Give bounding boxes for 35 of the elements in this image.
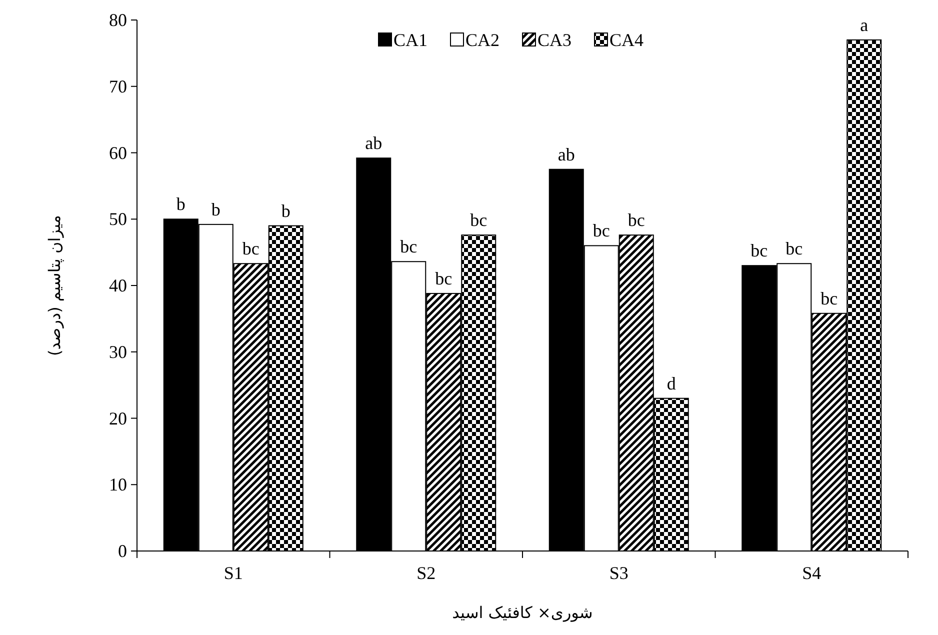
data-label: a bbox=[860, 14, 868, 35]
legend-label: CA1 bbox=[394, 30, 428, 50]
x-tick-label: S1 bbox=[224, 563, 243, 583]
legend-label: CA2 bbox=[466, 30, 500, 50]
data-label: bc bbox=[592, 220, 610, 241]
data-label: b bbox=[211, 199, 220, 220]
x-tick-label: S3 bbox=[609, 563, 628, 583]
data-label: bc bbox=[750, 240, 768, 261]
y-tick-label: 40 bbox=[109, 276, 127, 296]
x-tick-label: S4 bbox=[802, 563, 822, 583]
data-label: bc bbox=[435, 268, 452, 288]
x-axis-title: شوری× کافئیک اسید bbox=[452, 603, 593, 622]
y-tick-label: 80 bbox=[109, 10, 127, 30]
legend-label: CA3 bbox=[538, 30, 572, 50]
y-tick-label: 50 bbox=[109, 209, 127, 230]
data-label: bc bbox=[400, 236, 418, 257]
data-label: bc bbox=[820, 288, 838, 308]
y-tick-label: 10 bbox=[109, 474, 127, 495]
data-label: bc bbox=[628, 210, 645, 230]
y-tick-label: 70 bbox=[109, 76, 127, 96]
y-axis-title: میزان پتاسیم (درصد) bbox=[45, 215, 64, 356]
y-tick-label: 20 bbox=[109, 408, 127, 428]
data-label: bc bbox=[242, 238, 260, 259]
legend-label: CA4 bbox=[610, 30, 644, 50]
data-label: bc bbox=[470, 210, 488, 230]
y-tick-label: 30 bbox=[109, 342, 127, 362]
y-tick-label: 60 bbox=[109, 142, 127, 163]
data-label: b bbox=[176, 194, 186, 214]
data-label: d bbox=[666, 373, 676, 394]
data-label: bc bbox=[786, 238, 803, 259]
data-label: b bbox=[281, 200, 290, 221]
data-label: ab bbox=[558, 144, 575, 164]
y-tick-label: 0 bbox=[118, 541, 127, 561]
x-tick-label: S2 bbox=[416, 563, 436, 583]
data-label: ab bbox=[365, 133, 382, 154]
